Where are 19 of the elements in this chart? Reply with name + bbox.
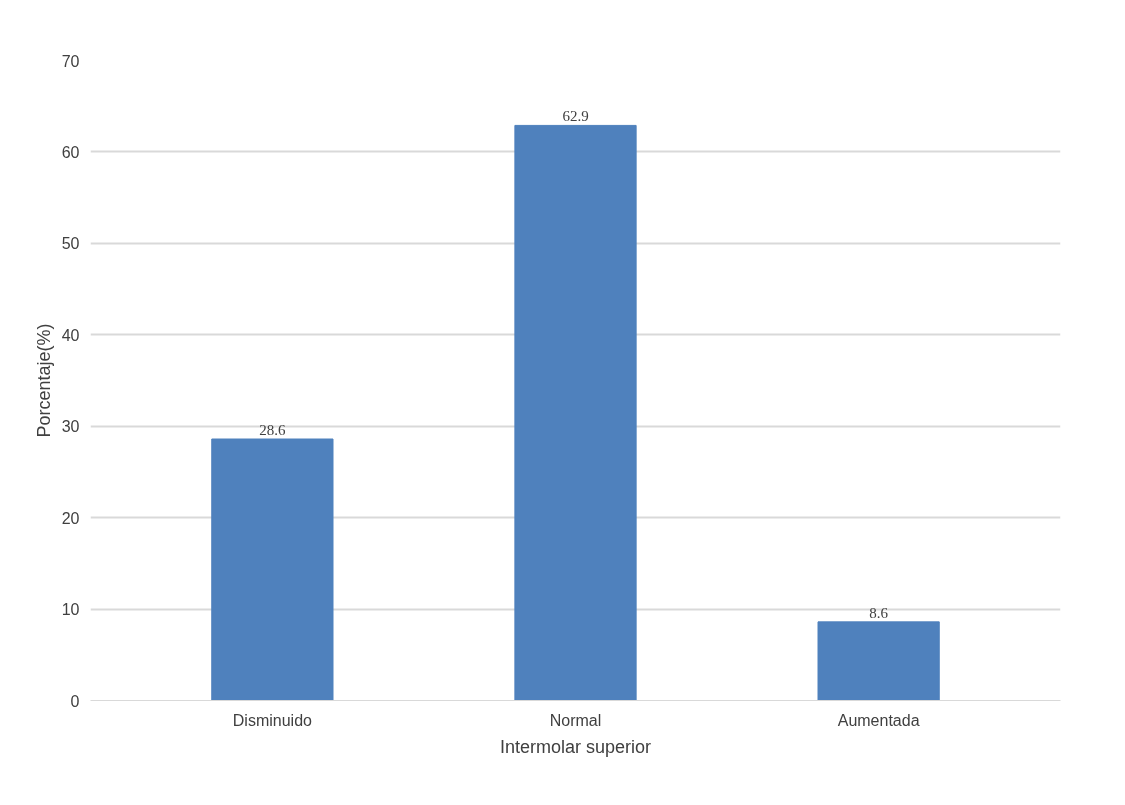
y-tick-label: 10 — [61, 601, 80, 619]
y-tick-label: 40 — [61, 326, 80, 344]
bar — [514, 124, 637, 701]
y-tick-label: 50 — [61, 235, 80, 253]
data-label: 28.6 — [259, 422, 286, 439]
y-tick-label: 0 — [70, 692, 80, 710]
x-axis-title: Intermolar superior — [499, 736, 652, 757]
data-label: 62.9 — [562, 108, 589, 125]
x-tick-label: Normal — [549, 711, 602, 729]
y-tick-label: 60 — [61, 143, 80, 161]
data-label: 8.6 — [869, 604, 889, 621]
y-tick-label: 20 — [61, 509, 80, 527]
bar — [817, 621, 940, 701]
y-tick-label: 70 — [61, 52, 80, 70]
y-tick-label: 30 — [61, 418, 80, 436]
bar — [211, 438, 334, 701]
y-axis-title: Porcentaje(%) — [33, 323, 54, 438]
x-tick-label: Disminuido — [232, 711, 313, 729]
x-tick-label: Aumentada — [837, 711, 920, 729]
